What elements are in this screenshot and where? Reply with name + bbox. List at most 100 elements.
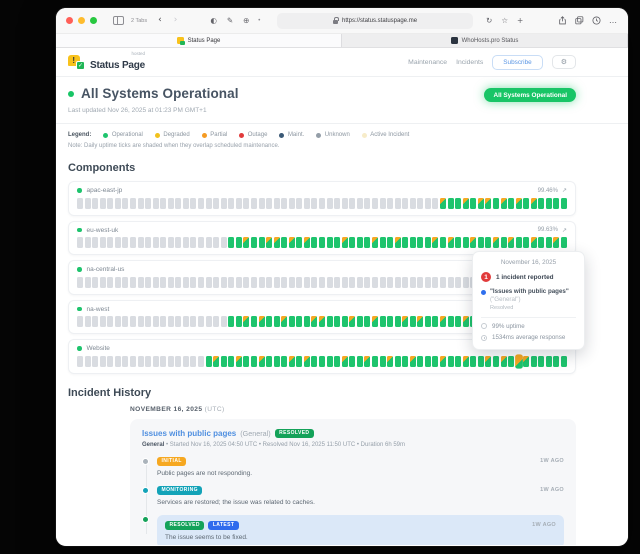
uptime-tick[interactable] <box>561 197 567 209</box>
uptime-tick[interactable] <box>220 197 227 209</box>
minimize-window-button[interactable] <box>78 17 85 24</box>
uptime-tick[interactable] <box>470 237 477 248</box>
uptime-tick[interactable] <box>538 197 545 209</box>
uptime-tick[interactable] <box>447 316 454 327</box>
uptime-tick[interactable] <box>205 355 212 367</box>
uptime-tick[interactable] <box>213 276 220 288</box>
uptime-tick[interactable] <box>258 355 265 367</box>
uptime-tick[interactable] <box>440 237 446 248</box>
uptime-tick[interactable] <box>77 237 83 248</box>
uptime-tick[interactable] <box>190 237 197 248</box>
uptime-tick[interactable] <box>296 276 303 288</box>
uptime-tick[interactable] <box>273 237 280 248</box>
subscribe-button[interactable]: Subscribe <box>492 54 543 70</box>
uptime-tick[interactable] <box>99 197 106 209</box>
uptime-tick[interactable] <box>266 276 273 288</box>
uptime-tick[interactable] <box>266 197 273 209</box>
uptime-tick[interactable] <box>122 355 129 367</box>
uptime-tick[interactable] <box>198 276 204 288</box>
uptime-tick[interactable] <box>107 197 114 209</box>
uptime-tick[interactable] <box>424 355 431 367</box>
uptime-tick[interactable] <box>424 197 431 209</box>
uptime-tick[interactable] <box>545 237 552 248</box>
uptime-tick[interactable] <box>417 237 424 248</box>
uptime-tick[interactable] <box>447 237 454 248</box>
bookmark-star-icon[interactable]: ☆ <box>501 15 509 25</box>
uptime-tick[interactable] <box>515 197 522 209</box>
uptime-tick[interactable] <box>92 197 99 209</box>
uptime-tick[interactable] <box>561 237 567 248</box>
uptime-tick[interactable] <box>281 355 288 367</box>
uptime-tick[interactable] <box>530 355 537 367</box>
uptime-tick[interactable] <box>447 276 454 288</box>
uptime-tick[interactable] <box>440 316 446 327</box>
zoom-window-button[interactable] <box>90 17 97 24</box>
uptime-tick[interactable] <box>455 197 462 209</box>
uptime-tick[interactable] <box>77 316 83 327</box>
uptime-tick[interactable] <box>107 355 114 367</box>
uptime-tick[interactable] <box>235 316 242 327</box>
nav-link-maintenance[interactable]: Maintenance <box>408 58 448 66</box>
uptime-tick[interactable] <box>114 316 121 327</box>
tab-status-page[interactable]: Status Page <box>56 34 342 47</box>
uptime-tick[interactable] <box>160 316 167 327</box>
uptime-tick[interactable] <box>462 237 469 248</box>
uptime-tick[interactable] <box>553 355 560 367</box>
uptime-tick[interactable] <box>303 355 310 367</box>
uptime-tick[interactable] <box>296 316 303 327</box>
uptime-tick[interactable] <box>235 355 242 367</box>
uptime-tick[interactable] <box>235 276 242 288</box>
uptime-tick[interactable] <box>235 237 242 248</box>
uptime-tick[interactable] <box>545 197 552 209</box>
uptime-tick[interactable] <box>205 237 212 248</box>
uptime-tick[interactable] <box>341 197 348 209</box>
uptime-tick[interactable] <box>77 276 83 288</box>
uptime-tick[interactable] <box>250 276 257 288</box>
uptime-tick[interactable] <box>440 197 446 209</box>
uptime-tick[interactable] <box>371 276 378 288</box>
uptime-tick[interactable] <box>243 197 250 209</box>
uptime-tick[interactable] <box>129 355 136 367</box>
uptime-tick[interactable] <box>356 197 363 209</box>
uptime-tick[interactable] <box>228 237 235 248</box>
tab-whohosts[interactable]: WhoHosts.pro Status <box>342 34 628 47</box>
uptime-tick[interactable] <box>500 355 507 367</box>
uptime-tick[interactable] <box>319 276 325 288</box>
uptime-tick[interactable] <box>455 316 462 327</box>
uptime-tick[interactable] <box>281 237 288 248</box>
uptime-tick[interactable] <box>84 276 91 288</box>
uptime-tick[interactable] <box>137 237 144 248</box>
uptime-tick[interactable] <box>182 197 189 209</box>
share-icon[interactable] <box>558 16 567 25</box>
uptime-tick[interactable] <box>137 276 144 288</box>
uptime-tick[interactable] <box>341 276 348 288</box>
uptime-tick[interactable] <box>258 316 265 327</box>
uptime-tick[interactable] <box>424 276 431 288</box>
uptime-tick[interactable] <box>356 355 363 367</box>
uptime-tick[interactable] <box>538 237 545 248</box>
uptime-tick[interactable] <box>220 316 227 327</box>
uptime-tick[interactable] <box>477 355 484 367</box>
uptime-tick[interactable] <box>182 237 189 248</box>
privacy-report-icon[interactable]: ◐ <box>210 15 217 25</box>
uptime-tick[interactable] <box>137 197 144 209</box>
uptime-tick[interactable] <box>92 316 99 327</box>
uptime-tick[interactable] <box>530 237 537 248</box>
uptime-tick[interactable] <box>523 197 530 209</box>
uptime-tick[interactable] <box>341 355 348 367</box>
uptime-tick[interactable] <box>455 276 462 288</box>
uptime-tick[interactable] <box>379 276 386 288</box>
uptime-tick[interactable] <box>492 237 499 248</box>
uptime-tick[interactable] <box>198 237 204 248</box>
uptime-tick[interactable] <box>198 355 204 367</box>
uptime-tick[interactable] <box>235 197 242 209</box>
uptime-tick[interactable] <box>394 197 401 209</box>
uptime-tick[interactable] <box>175 237 182 248</box>
uptime-tick[interactable] <box>387 276 394 288</box>
uptime-tick[interactable] <box>175 316 182 327</box>
address-bar[interactable]: https://status.statuspage.me <box>277 12 474 29</box>
uptime-tick[interactable] <box>258 237 265 248</box>
uptime-tick[interactable] <box>387 237 394 248</box>
uptime-tick[interactable] <box>273 316 280 327</box>
uptime-tick[interactable] <box>455 355 462 367</box>
